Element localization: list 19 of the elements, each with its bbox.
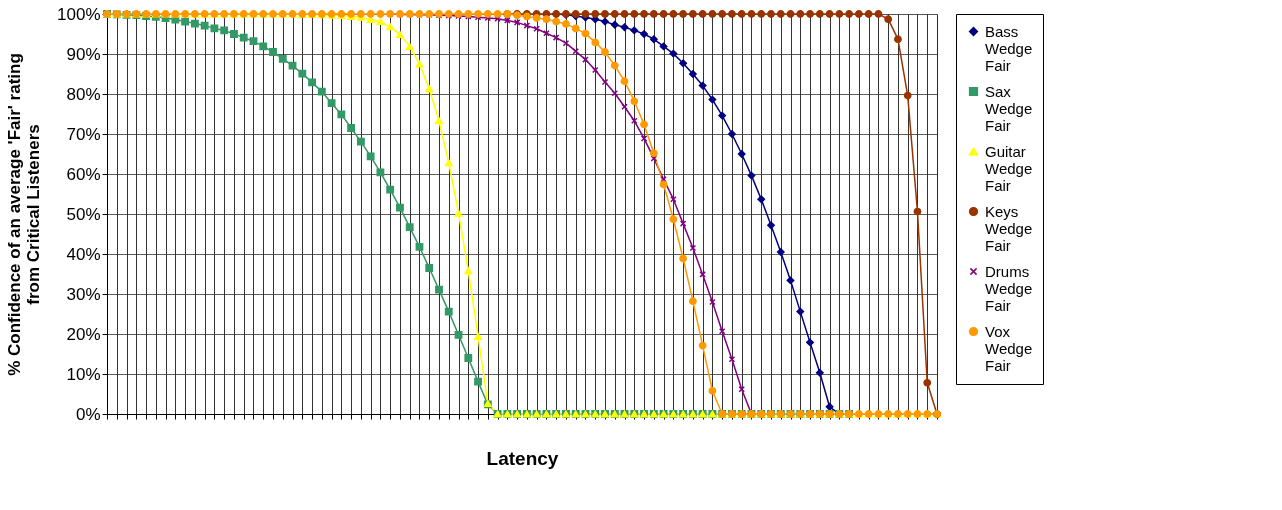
y-tick-label: 60% — [66, 164, 101, 184]
y-tick-label: 20% — [66, 324, 101, 344]
y-tick-label: 50% — [66, 204, 101, 224]
legend-label: Keys Wedge Fair — [985, 202, 1033, 254]
legend-label: Sax Wedge Fair — [985, 82, 1033, 134]
y-tick-label: 40% — [66, 244, 101, 264]
x-axis-title: Latency — [486, 448, 559, 469]
y-tick-label: 100% — [57, 4, 101, 24]
y-tick-label: 30% — [66, 284, 101, 304]
legend-label: Vox Wedge Fair — [985, 322, 1033, 374]
legend-label: Bass Wedge Fair — [985, 22, 1033, 74]
y-tick-label: 80% — [66, 84, 101, 104]
y-tick-label: 90% — [66, 44, 101, 64]
legend-label: Drums Wedge Fair — [985, 262, 1033, 314]
legend-label: Guitar Wedge Fair — [985, 142, 1033, 194]
y-axis-title: % Confidence of an average 'Fair' rating from Critical Listeners — [5, 53, 44, 376]
y-tick-label: 0% — [75, 404, 101, 424]
y-tick-label: 70% — [66, 124, 101, 144]
y-tick-label: 10% — [66, 364, 101, 384]
